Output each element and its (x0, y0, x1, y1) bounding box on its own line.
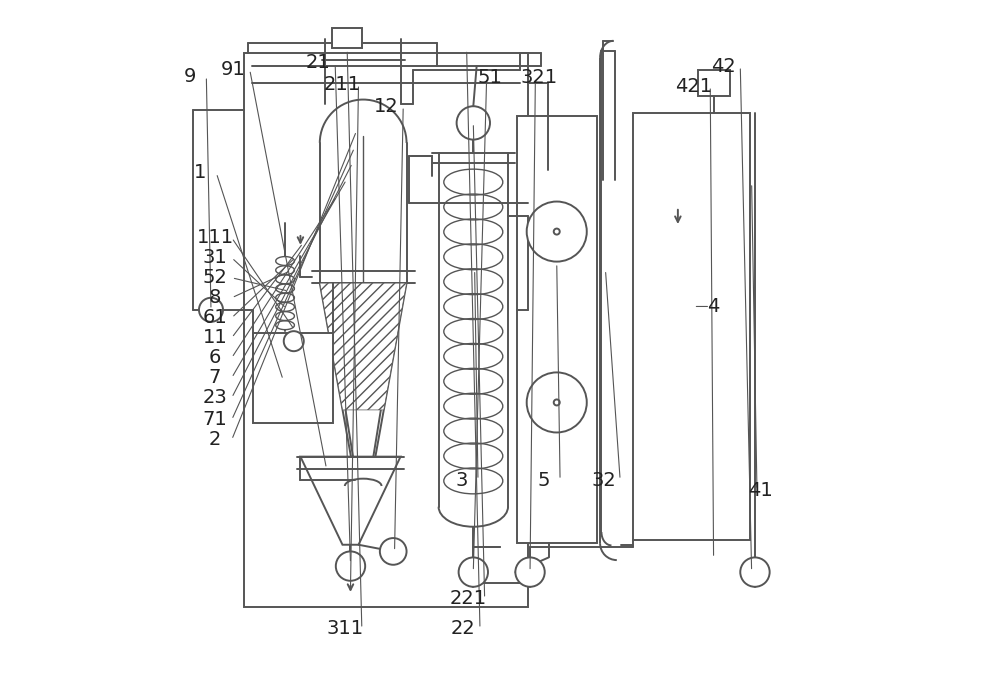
Text: 9: 9 (183, 67, 196, 85)
Text: 22: 22 (451, 619, 476, 639)
Bar (244, 53, 528, 607)
Text: 31: 31 (203, 248, 227, 267)
Text: 6: 6 (209, 349, 221, 367)
Polygon shape (320, 283, 407, 410)
Circle shape (554, 229, 560, 235)
Circle shape (336, 551, 365, 581)
Circle shape (380, 538, 407, 565)
Text: 2: 2 (209, 431, 221, 450)
Circle shape (457, 106, 490, 139)
Text: 32: 32 (591, 470, 616, 489)
Text: 211: 211 (323, 75, 360, 94)
Text: 111: 111 (196, 228, 234, 247)
Text: 311: 311 (327, 619, 364, 639)
Text: 51: 51 (478, 68, 502, 87)
Text: 12: 12 (374, 97, 399, 116)
Text: 21: 21 (306, 53, 331, 73)
Text: 1: 1 (193, 164, 206, 182)
Text: 5: 5 (537, 470, 550, 489)
Text: 61: 61 (203, 308, 227, 327)
Bar (253, 333, 333, 423)
Text: 7: 7 (209, 368, 221, 388)
Text: 42: 42 (711, 57, 736, 75)
Text: 321: 321 (520, 68, 557, 87)
Text: 91: 91 (221, 60, 245, 79)
Circle shape (740, 557, 770, 587)
Bar (517, 116, 597, 543)
Circle shape (199, 297, 223, 322)
Text: 41: 41 (748, 481, 773, 499)
Polygon shape (300, 457, 401, 544)
Bar (332, 28, 362, 48)
Circle shape (527, 201, 587, 262)
Text: 52: 52 (203, 269, 227, 287)
Text: 71: 71 (203, 411, 227, 429)
Circle shape (554, 400, 560, 405)
Circle shape (459, 557, 488, 587)
Text: 221: 221 (449, 590, 487, 608)
Bar (633, 113, 750, 540)
Text: 8: 8 (209, 288, 221, 308)
Circle shape (515, 557, 545, 587)
Text: 23: 23 (203, 388, 227, 407)
Circle shape (284, 331, 304, 351)
Circle shape (527, 372, 587, 433)
Bar (698, 69, 730, 96)
Text: 11: 11 (203, 328, 227, 347)
Text: 4: 4 (707, 297, 720, 316)
Text: 421: 421 (675, 77, 712, 96)
Text: 3: 3 (455, 470, 467, 489)
